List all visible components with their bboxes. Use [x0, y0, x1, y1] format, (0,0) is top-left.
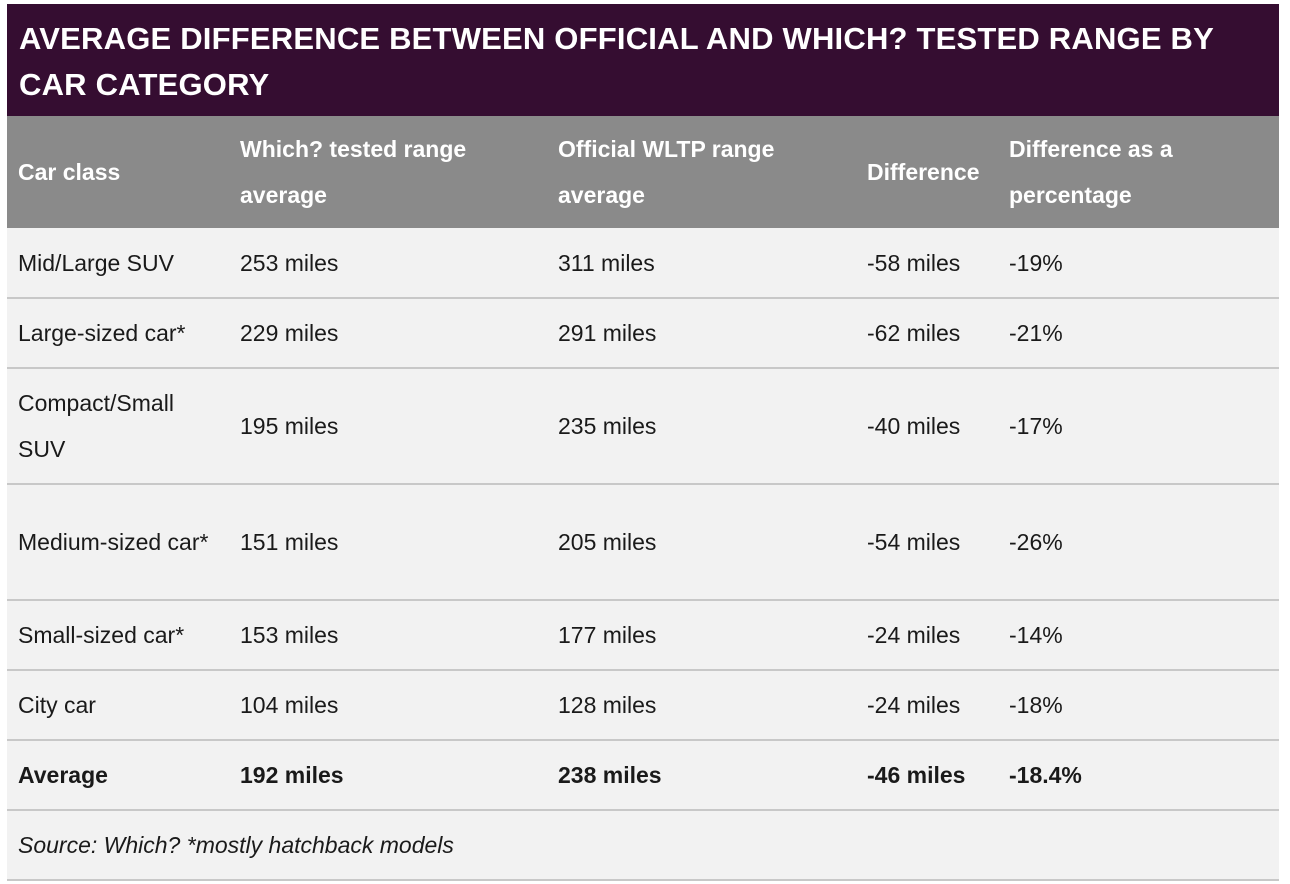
cell-difference: -24 miles	[856, 670, 998, 741]
cell-percentage: -19%	[998, 228, 1279, 299]
range-table-container: AVERAGE DIFFERENCE BETWEEN OFFICIAL AND …	[7, 4, 1279, 881]
cell-tested-range: 153 miles	[229, 600, 547, 671]
cell-average-difference: -46 miles	[856, 740, 998, 811]
cell-average-label: Average	[7, 740, 229, 811]
cell-percentage: -26%	[998, 484, 1279, 601]
table-row: City car 104 miles 128 miles -24 miles -…	[7, 670, 1279, 741]
table-row: Compact/Small SUV 195 miles 235 miles -4…	[7, 368, 1279, 485]
average-row: Average 192 miles 238 miles -46 miles -1…	[7, 740, 1279, 811]
table-row: Large-sized car* 229 miles 291 miles -62…	[7, 298, 1279, 369]
cell-percentage: -17%	[998, 368, 1279, 485]
cell-average-tested: 192 miles	[229, 740, 547, 811]
table-row: Mid/Large SUV 253 miles 311 miles -58 mi…	[7, 228, 1279, 299]
cell-official-range: 128 miles	[547, 670, 856, 741]
cell-car-class: City car	[7, 670, 229, 741]
cell-percentage: -18%	[998, 670, 1279, 741]
cell-average-official: 238 miles	[547, 740, 856, 811]
cell-tested-range: 253 miles	[229, 228, 547, 299]
cell-difference: -24 miles	[856, 600, 998, 671]
cell-official-range: 177 miles	[547, 600, 856, 671]
cell-tested-range: 195 miles	[229, 368, 547, 485]
cell-tested-range: 104 miles	[229, 670, 547, 741]
header-car-class: Car class	[18, 159, 121, 185]
cell-average-percentage: -18.4%	[998, 740, 1279, 811]
header-difference: Difference	[867, 159, 980, 185]
header-tested-range: Which? tested range average	[240, 136, 467, 208]
table-row: Medium-sized car* 151 miles 205 miles -5…	[7, 484, 1279, 601]
range-comparison-table: Car class Which? tested range average Of…	[7, 116, 1279, 881]
cell-official-range: 291 miles	[547, 298, 856, 369]
cell-official-range: 205 miles	[547, 484, 856, 601]
table-row: Small-sized car* 153 miles 177 miles -24…	[7, 600, 1279, 671]
source-note: Source: Which? *mostly hatchback models	[7, 810, 1279, 881]
cell-percentage: -14%	[998, 600, 1279, 671]
cell-car-class: Small-sized car*	[7, 600, 229, 671]
cell-car-class: Compact/Small SUV	[7, 368, 229, 485]
header-difference-percentage: Difference as a percentage	[1009, 136, 1173, 208]
cell-car-class: Large-sized car*	[7, 298, 229, 369]
cell-difference: -58 miles	[856, 228, 998, 299]
cell-difference: -54 miles	[856, 484, 998, 601]
cell-difference: -62 miles	[856, 298, 998, 369]
cell-tested-range: 151 miles	[229, 484, 547, 601]
cell-car-class: Medium-sized car*	[7, 484, 229, 601]
cell-official-range: 235 miles	[547, 368, 856, 485]
header-official-range: Official WLTP range average	[558, 136, 775, 208]
source-row: Source: Which? *mostly hatchback models	[7, 810, 1279, 881]
cell-official-range: 311 miles	[547, 228, 856, 299]
cell-tested-range: 229 miles	[229, 298, 547, 369]
table-title: AVERAGE DIFFERENCE BETWEEN OFFICIAL AND …	[7, 4, 1279, 116]
cell-car-class: Mid/Large SUV	[7, 228, 229, 299]
table-header-row: Car class Which? tested range average Of…	[7, 116, 1279, 228]
cell-percentage: -21%	[998, 298, 1279, 369]
cell-difference: -40 miles	[856, 368, 998, 485]
